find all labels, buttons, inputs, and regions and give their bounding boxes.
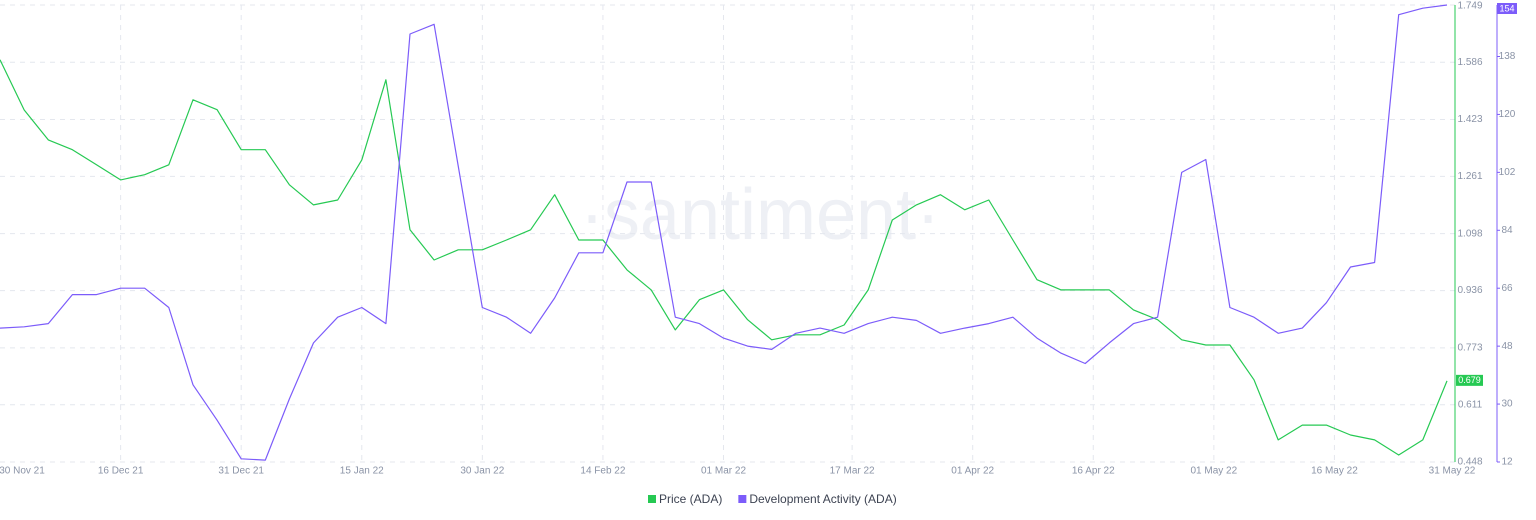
x-tick-label: 14 Feb 22 [580, 466, 625, 477]
y2-tick-label: 138 [1499, 51, 1516, 62]
y-tick-label: 1.261 [1457, 171, 1482, 182]
y-tick-label: 1.423 [1457, 114, 1482, 125]
x-tick-label: 01 Mar 22 [701, 466, 746, 477]
x-tick-label: 15 Jan 22 [340, 466, 384, 477]
y-tick-label: 0.773 [1457, 342, 1482, 353]
last-value-badge [1456, 374, 1483, 386]
x-tick-label: 16 Apr 22 [1072, 466, 1115, 477]
y-tick-label: 1.586 [1457, 57, 1482, 68]
y-tick-label: 1.749 [1457, 1, 1482, 12]
x-tick-label: 16 May 22 [1311, 466, 1358, 477]
y2-tick-label: 30 [1501, 399, 1513, 410]
y2-tick-label: 12 [1501, 457, 1513, 468]
y2-tick-label: 102 [1499, 167, 1516, 178]
x-tick-label: 30 Nov 21 [0, 466, 45, 477]
last-value-label: 0.679 [1458, 375, 1481, 385]
x-tick-label: 17 Mar 22 [830, 466, 875, 477]
y2-tick-label: 120 [1499, 109, 1516, 120]
y-tick-label: 0.448 [1457, 457, 1482, 468]
watermark: ·santiment· [580, 175, 940, 255]
legend-label: Development Activity (ADA) [749, 492, 896, 506]
x-tick-label: 01 May 22 [1190, 466, 1237, 477]
x-tick-label: 31 Dec 21 [218, 466, 264, 477]
last-value-badge [1497, 3, 1517, 14]
x-tick-label: 31 May 22 [1429, 466, 1476, 477]
y2-tick-label: 66 [1501, 283, 1513, 294]
y-tick-label: 1.098 [1457, 228, 1482, 239]
y-tick-label: 0.611 [1458, 399, 1483, 410]
legend-swatch [738, 495, 747, 503]
x-tick-label: 01 Apr 22 [951, 466, 994, 477]
series-line [0, 59, 1448, 456]
y-tick-label: 0.936 [1457, 285, 1482, 296]
legend-label: Price (ADA) [659, 492, 722, 506]
legend-swatch [648, 495, 656, 503]
y2-tick-label: 48 [1501, 341, 1513, 352]
last-value-label: 154 [1499, 3, 1514, 13]
x-tick-label: 30 Jan 22 [460, 466, 504, 477]
x-tick-label: 16 Dec 21 [98, 466, 144, 477]
y2-tick-label: 84 [1501, 225, 1513, 236]
series-line [0, 4, 1448, 461]
